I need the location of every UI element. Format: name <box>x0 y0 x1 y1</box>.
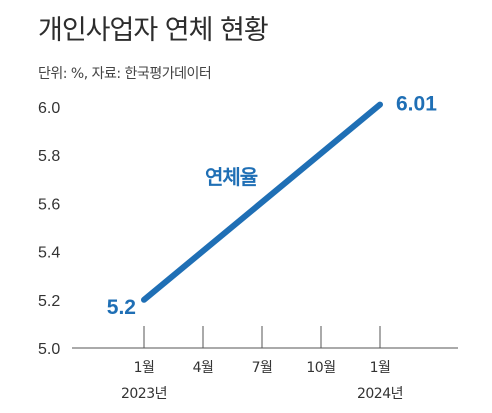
x-tick-sublabel: 2024년 <box>357 386 403 402</box>
x-tick-label: 1월 <box>370 360 391 376</box>
y-tick-label: 5.6 <box>38 196 60 213</box>
y-tick-label: 5.8 <box>38 148 60 165</box>
x-tick-label: 7월 <box>252 360 273 376</box>
y-tick-label: 5.4 <box>38 245 60 262</box>
data-label-end: 6.01 <box>396 93 437 116</box>
series-name-label: 연체율 <box>205 165 258 189</box>
y-tick-label: 5.0 <box>38 341 60 358</box>
y-tick-label: 5.2 <box>38 293 60 310</box>
y-tick-label: 6.0 <box>38 100 60 117</box>
chart-subtitle: 단위: %, 자료: 한국평가데이터 <box>38 66 212 82</box>
series-line-연체율 <box>141 101 383 303</box>
x-tick-label: 1월 <box>134 360 155 376</box>
chart-title: 개인사업자 연체 현황 <box>38 15 269 46</box>
x-tick-sublabel: 2023년 <box>121 386 167 402</box>
data-label-start: 5.2 <box>107 296 136 319</box>
x-tick-label: 4월 <box>193 360 214 376</box>
x-tick-label: 10월 <box>306 360 335 376</box>
